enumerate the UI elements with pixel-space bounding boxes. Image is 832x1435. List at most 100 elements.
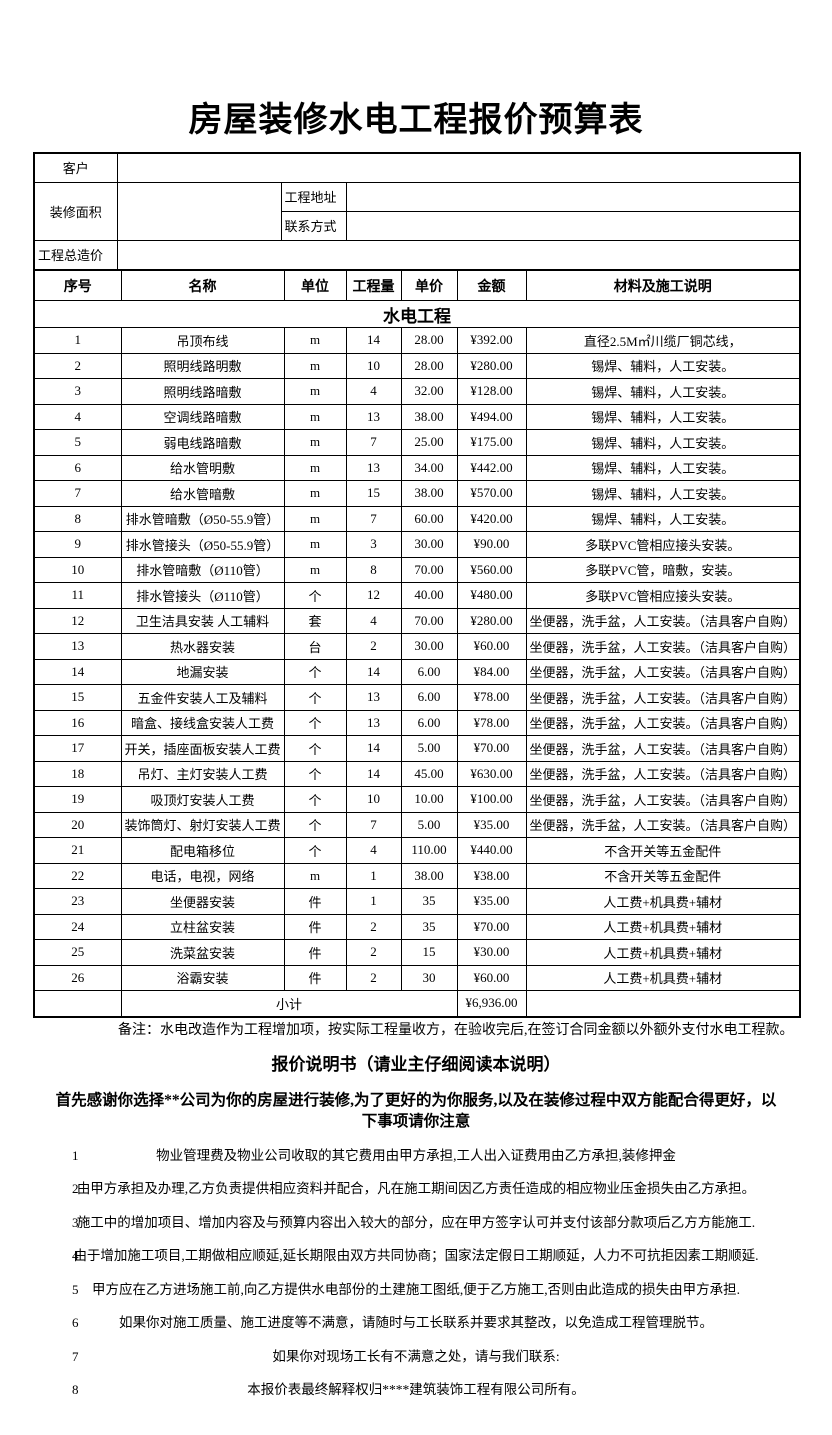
cell-no: 14 <box>33 658 122 685</box>
cell-name: 排水管暗敷（Ø110管） <box>120 556 285 583</box>
customer-label: 客户 <box>33 152 118 183</box>
cell-amount: ¥420.00 <box>456 505 527 532</box>
cell-unit: 套 <box>283 607 347 634</box>
cell-no: 19 <box>33 786 122 813</box>
notice-item-number: 1 <box>72 1147 79 1163</box>
header-qty: 工程量 <box>345 269 402 301</box>
cell-note: 坐便器，洗手盆，人工安装。（洁具客户自购） <box>525 607 801 634</box>
cell-note: 人工费+机具费+辅材 <box>525 913 801 940</box>
cell-price: 32.00 <box>400 378 458 405</box>
notice-item-text: 由于增加施工项目,工期做相应顺延,延长期限由双方共同协商；国家法定假日工期顺延，… <box>73 1248 759 1263</box>
cell-amount: ¥280.00 <box>456 352 527 379</box>
cell-unit: 个 <box>283 760 347 787</box>
cell-amount: ¥78.00 <box>456 709 527 736</box>
cell-amount: ¥30.00 <box>456 939 527 966</box>
cell-name: 照明线路暗敷 <box>120 378 285 405</box>
table-row: 10 排水管暗敷（Ø110管） m 8 70.00 ¥560.00 多联PVC管，暗敷，安装… <box>33 556 801 583</box>
table-row: 5 弱电线路暗敷 m 7 25.00 ¥175.00 锡焊、辅料，人工安装。 <box>33 429 801 456</box>
cell-qty: 13 <box>345 454 402 481</box>
cell-no: 15 <box>33 684 122 711</box>
cell-amount: ¥35.00 <box>456 811 527 838</box>
table-row: 15 五金件安装人工及辅料个 13 6.00 ¥78.00 坐便器，洗手盆，人工安装。（洁… <box>33 684 801 711</box>
cell-no: 21 <box>33 837 122 864</box>
cell-qty: 2 <box>345 913 402 940</box>
cell-no: 7 <box>33 480 122 507</box>
cell-unit: 件 <box>283 888 347 915</box>
notice-item-text: 如果你对施工质量、施工进度等不满意，请随时与工长联系并要求其整改，以免造成工程管… <box>119 1315 713 1330</box>
cell-qty: 13 <box>345 403 402 430</box>
cell-unit: m <box>283 378 347 405</box>
table-row: 14 地漏安装个 14 6.00 ¥84.00 坐便器，洗手盆，人工安装。（洁具客户自购） <box>33 658 801 685</box>
table-row: 6 给水管明敷 m 13 34.00 ¥442.00 锡焊、辅料，人工安装。 <box>33 454 801 481</box>
cell-unit: m <box>283 327 347 354</box>
cell-amount: ¥128.00 <box>456 378 527 405</box>
table-row: 3 照明线路暗敷 m 4 32.00 ¥128.00 锡焊、辅料，人工安装。 <box>33 378 801 405</box>
cell-no: 18 <box>33 760 122 787</box>
cell-no: 23 <box>33 888 122 915</box>
cell-qty: 4 <box>345 378 402 405</box>
cell-note: 坐便器，洗手盆，人工安装。（洁具客户自购） <box>525 709 801 736</box>
cell-amount: ¥35.00 <box>456 888 527 915</box>
cell-no: 2 <box>33 352 122 379</box>
quotation-table: 序号 名称 单位 工程量 单价 金额 材料及施工说明 水电工程 1 吊顶布线 m 14… <box>33 269 801 1018</box>
notice-section: 报价说明书（请业主仔细阅读本说明） 首先感谢你选择**公司为你的房屋进行装修,为… <box>0 1055 832 1399</box>
header-name: 名称 <box>120 269 285 301</box>
cell-price: 110.00 <box>400 837 458 864</box>
cell-amount: ¥440.00 <box>456 837 527 864</box>
notice-intro: 首先感谢你选择**公司为你的房屋进行装修,为了更好的为你服务,以及在装修过程中双… <box>55 1091 777 1130</box>
cell-price: 70.00 <box>400 556 458 583</box>
cell-unit: 件 <box>283 939 347 966</box>
cell-no: 20 <box>33 811 122 838</box>
table-header-row: 序号 名称 单位 工程量 单价 金额 材料及施工说明 <box>33 269 801 301</box>
cell-price: 15 <box>400 939 458 966</box>
cell-note: 锡焊、辅料，人工安装。 <box>525 429 801 456</box>
cell-no: 11 <box>33 582 122 609</box>
cell-name: 给水管明敷 <box>120 454 285 481</box>
cell-qty: 15 <box>345 480 402 507</box>
cell-qty: 10 <box>345 352 402 379</box>
cell-no: 25 <box>33 939 122 966</box>
cell-amount: ¥84.00 <box>456 658 527 685</box>
notice-item-text: 甲方应在乙方进场施工前,向乙方提供水电部份的土建施工图纸,便于乙方施工,否则由此… <box>92 1281 740 1297</box>
cell-note: 多联PVC管相应接头安装。 <box>525 582 801 609</box>
table-row: 4 空调线路暗敷 m 13 38.00 ¥494.00 锡焊、辅料，人工安装。 <box>33 403 801 430</box>
cell-unit: m <box>283 352 347 379</box>
cell-unit: 个 <box>283 684 347 711</box>
notice-item-number: 3 <box>72 1214 79 1230</box>
section-row: 水电工程 <box>33 300 801 328</box>
cell-note: 锡焊、辅料，人工安装。 <box>525 403 801 430</box>
cell-name: 电话，电视，网络 <box>120 862 285 889</box>
subtotal-empty-cell <box>33 990 122 1017</box>
notice-item-number: 4 <box>72 1248 79 1263</box>
cell-unit: 件 <box>283 913 347 940</box>
cell-note: 人工费+机具费+辅材 <box>525 964 801 991</box>
cell-price: 38.00 <box>400 480 458 507</box>
cell-note: 坐便器，洗手盆，人工安装。（洁具客户自购） <box>525 811 801 838</box>
header-note: 材料及施工说明 <box>525 269 801 301</box>
cell-price: 28.00 <box>400 352 458 379</box>
cell-amount: ¥630.00 <box>456 760 527 787</box>
cell-note: 坐便器，洗手盆，人工安装。（洁具客户自购） <box>525 684 801 711</box>
cell-name: 开关，插座面板安装人工费 <box>120 735 285 762</box>
cell-qty: 1 <box>345 862 402 889</box>
table-row: 12 卫生洁具安装 人工辅料套 4 70.00 ¥280.00 坐便器，洗手盆，人工安装。… <box>33 607 801 634</box>
cell-amount: ¥480.00 <box>456 582 527 609</box>
contact-value-cell <box>345 210 801 241</box>
table-row: 26 浴霸安装件 2 30 ¥60.00 人工费+机具费+辅材 <box>33 964 801 991</box>
subtotal-amount: ¥6,936.00 <box>456 990 527 1017</box>
info-table: 客户 装修面积 工程地址 联系方式 工程总造价 <box>33 152 801 271</box>
cell-qty: 8 <box>345 556 402 583</box>
table-row: 20 装饰筒灯、射灯安装人工费个 7 5.00 ¥35.00 坐便器，洗手盆，人工安装。（… <box>33 811 801 838</box>
cell-qty: 7 <box>345 505 402 532</box>
cell-unit: m <box>283 454 347 481</box>
cell-unit: 个 <box>283 811 347 838</box>
section-title: 水电工程 <box>33 300 801 328</box>
cell-amount: ¥442.00 <box>456 454 527 481</box>
table-row: 2 照明线路明敷 m 10 28.00 ¥280.00 锡焊、辅料，人工安装。 <box>33 352 801 379</box>
cell-amount: ¥392.00 <box>456 327 527 354</box>
notice-item-text: 施工中的增加项目、增加内容及与预算内容出入较大的部分，应在甲方签字认可并支付该部… <box>76 1214 756 1230</box>
header-unit: 单位 <box>283 269 347 301</box>
cell-name: 浴霸安装 <box>120 964 285 991</box>
cell-price: 38.00 <box>400 403 458 430</box>
info-row-customer: 客户 <box>33 152 801 183</box>
